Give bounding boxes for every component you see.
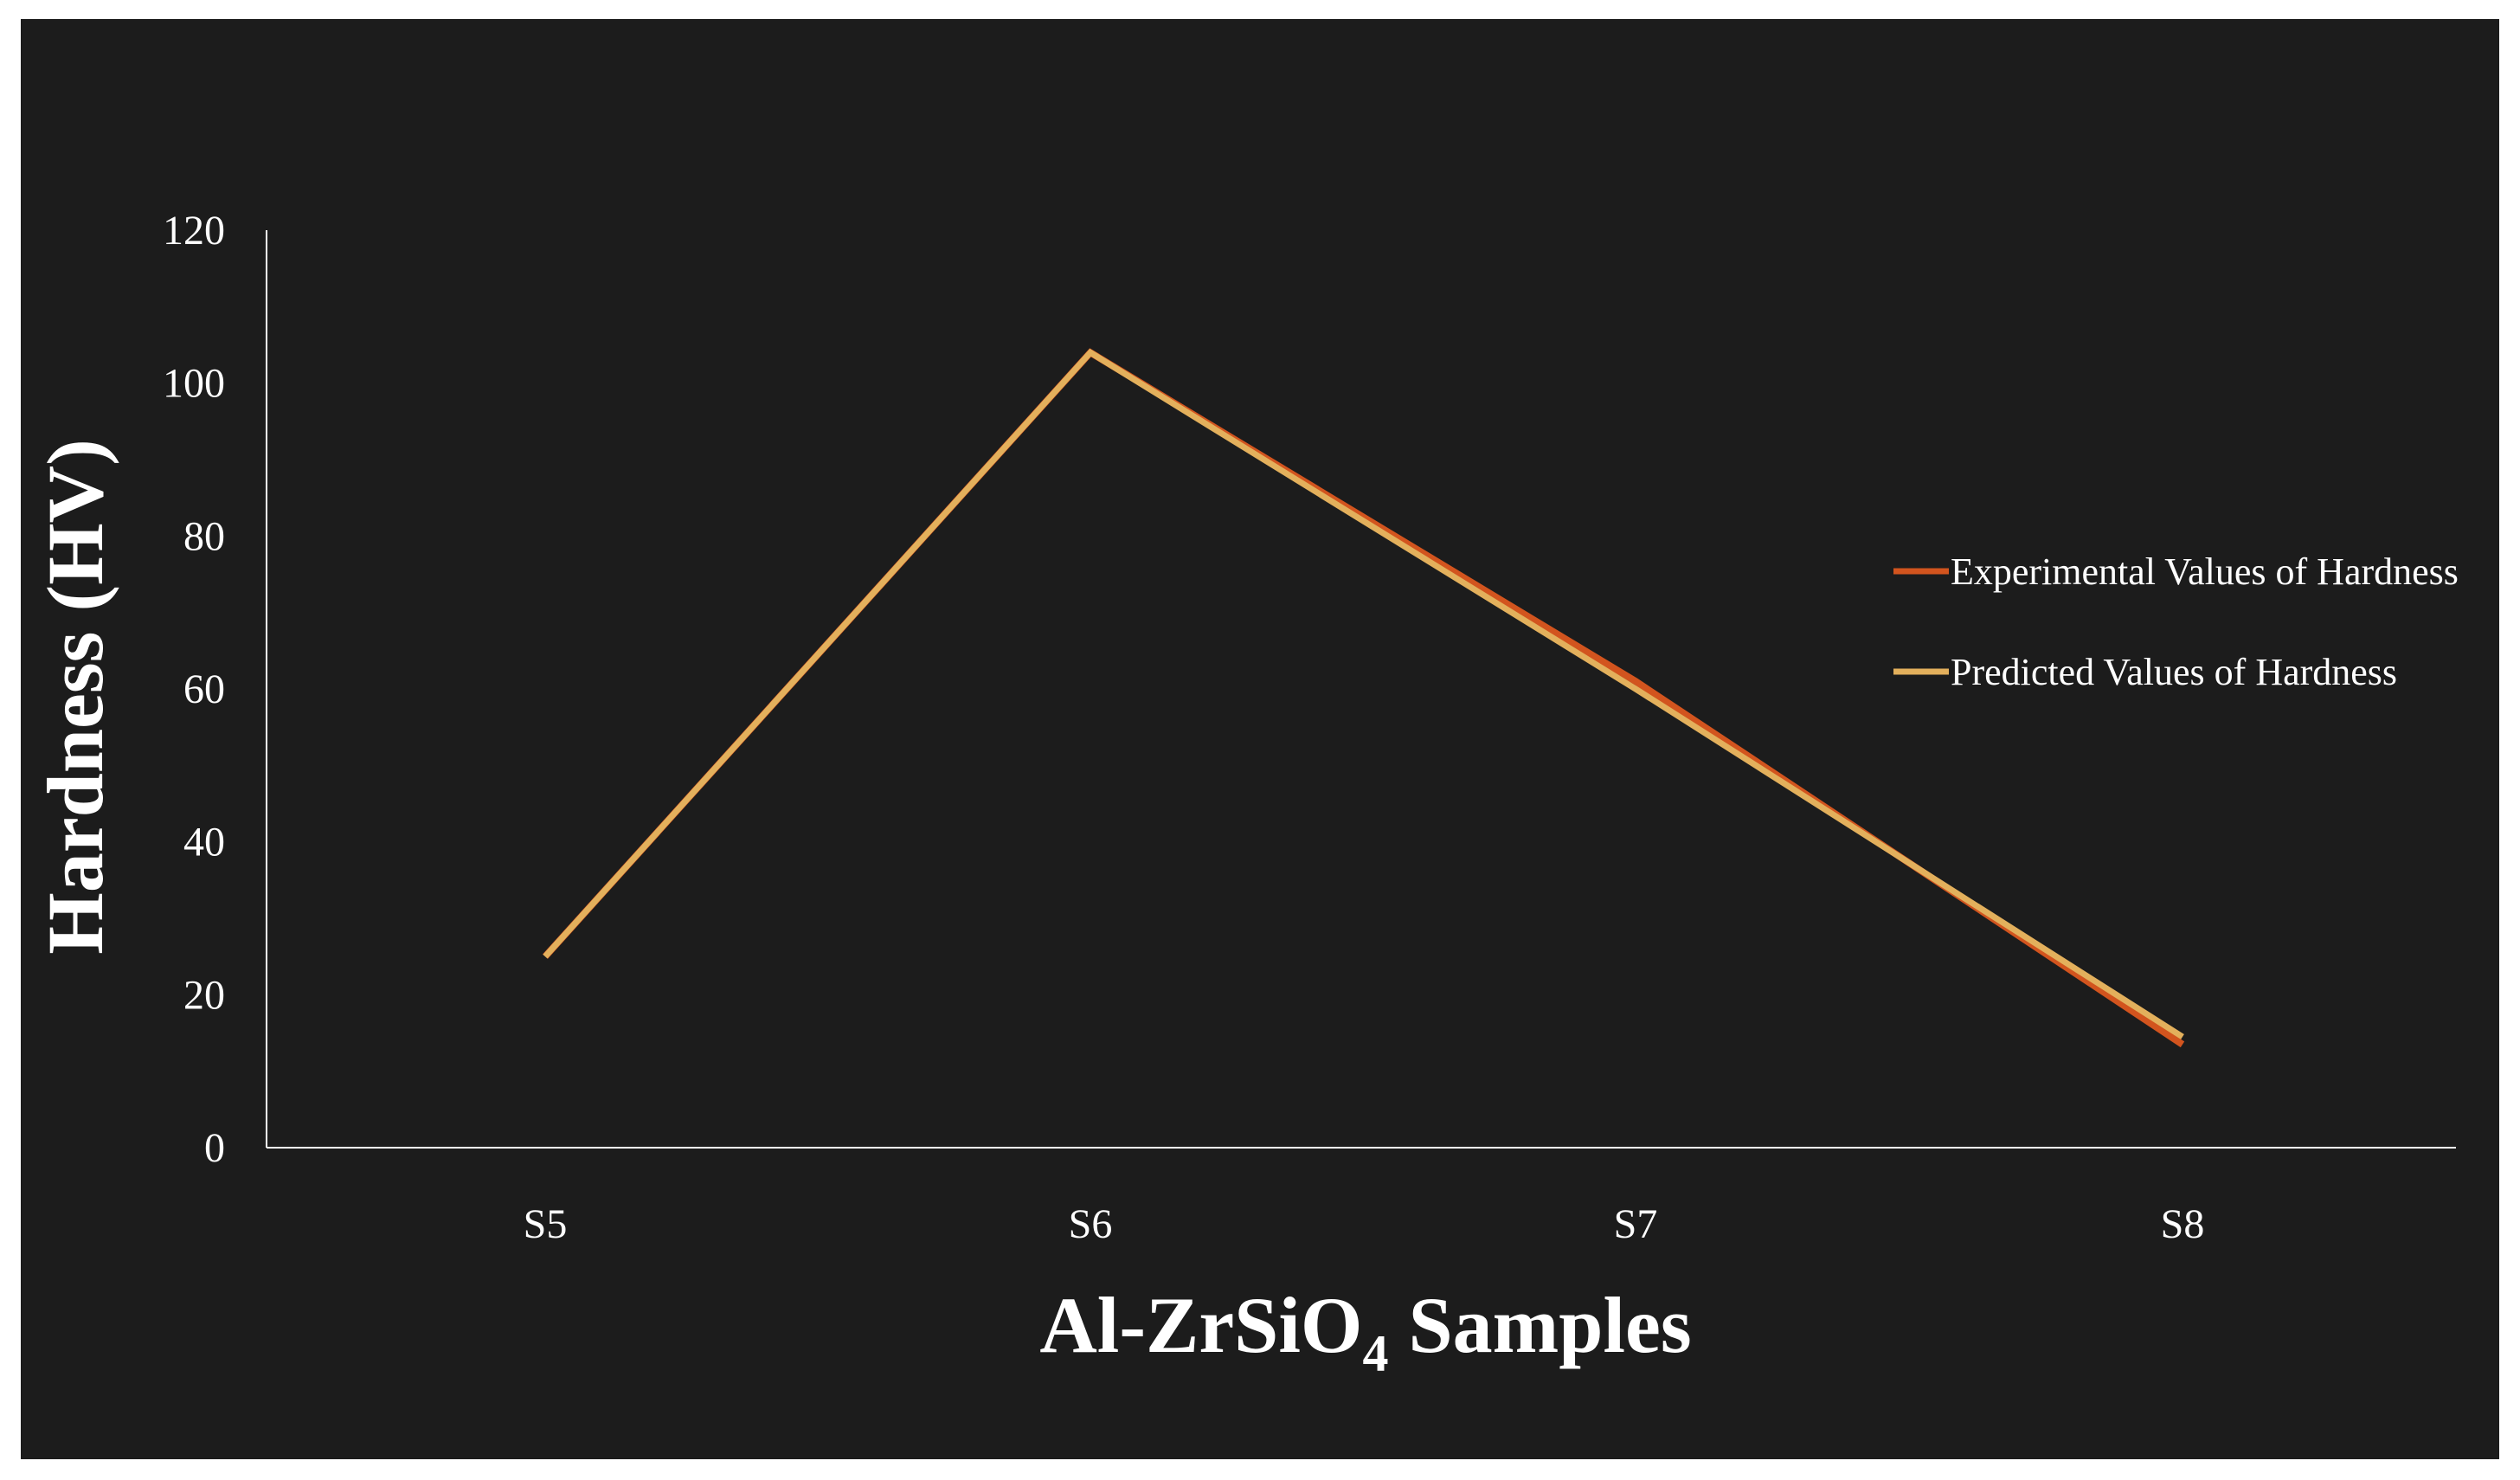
y-tick-label: 20 xyxy=(183,972,225,1018)
y-axis-ticks: 0 20 40 60 80 100 120 xyxy=(163,208,225,1171)
y-tick-label: 60 xyxy=(183,666,225,712)
legend-label-1: Experimental Values of Hardness xyxy=(1951,550,2459,593)
series-line-2 xyxy=(543,348,2184,1039)
y-tick-label: 40 xyxy=(183,820,225,865)
x-tick-label: S5 xyxy=(524,1201,568,1247)
y-axis-title: Hardness (HV) xyxy=(31,439,119,954)
x-axis-title-suffix: Samples xyxy=(1388,1281,1691,1369)
legend: Experimental Values of Hardness Predicted… xyxy=(1893,550,2459,693)
x-tick-label: S6 xyxy=(1069,1201,1113,1247)
y-tick-label: 80 xyxy=(183,513,225,559)
series-lines xyxy=(543,348,2185,1048)
x-tick-label: S7 xyxy=(1614,1201,1658,1247)
x-axis-title-subscript: 4 xyxy=(1362,1325,1388,1382)
y-tick-label: 100 xyxy=(163,361,225,407)
x-tick-label: S8 xyxy=(2161,1201,2205,1247)
legend-label-2: Predicted Values of Hardness xyxy=(1951,651,2397,693)
y-tick-label: 0 xyxy=(204,1125,225,1171)
x-axis-title: Al-ZrSiO4 Samples xyxy=(1039,1281,1691,1382)
x-axis-ticks: S5 S6 S7 S8 xyxy=(524,1201,2205,1247)
x-axis-title-prefix: Al-ZrSiO xyxy=(1039,1281,1362,1369)
series-line-1 xyxy=(543,348,2185,1048)
y-tick-label: 120 xyxy=(163,208,225,254)
chart-background xyxy=(21,19,2499,1459)
